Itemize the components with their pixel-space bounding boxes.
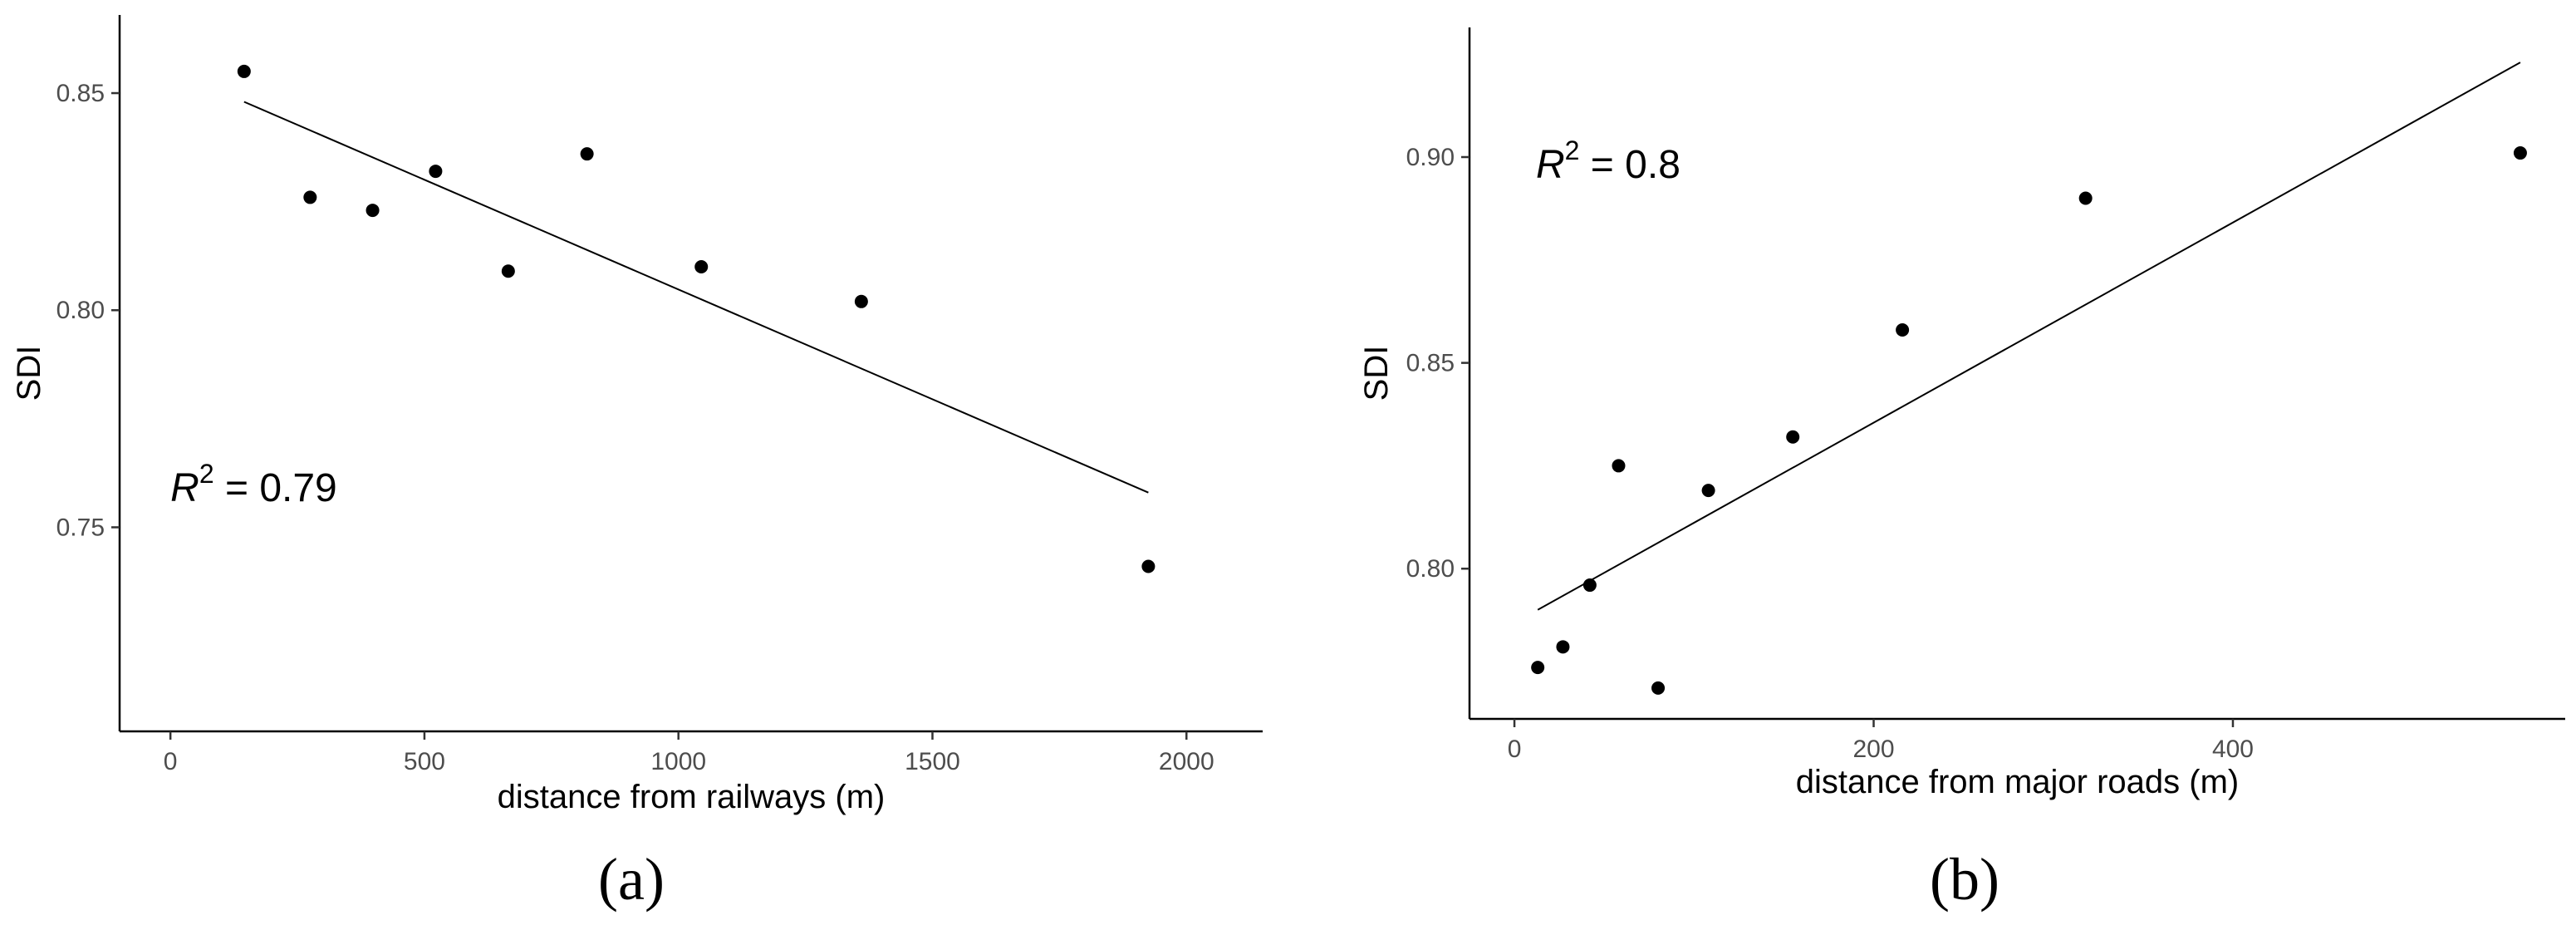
panel-a-r-squared-annotation: R2 = 0.79 [170,459,337,510]
panel-b-r-symbol: R [1536,143,1565,187]
panel-b-panel-label: (b) [1930,846,1999,913]
panel-b-data-point-1 [1531,661,1545,675]
panel-b-x-tick-label: 400 [2212,736,2254,763]
panel-b-data-point-5 [1651,681,1666,695]
panel-a-y-tick-label: 0.75 [56,514,105,541]
panel-a: 0 500 1000 1500 2000 0.75 0.80 0.85 distance fro… [11,15,1263,913]
panel-b-data-point-2 [1556,640,1570,654]
panel-a-x-tick-label: 0 [164,748,178,775]
panel-a-r-symbol: R [170,466,199,510]
panel-a-regression-line [243,101,1149,494]
panel-b-data-point-7 [1786,430,1800,444]
panel-b-y-tick-label: 0.80 [1406,555,1455,583]
panel-b-x-tick-label: 200 [1852,736,1894,763]
panel-b-y-axis-title: SDI [1358,346,1395,401]
panel-a-data-point-5 [501,264,515,278]
panel-a-data-point-6 [580,147,594,161]
panel-a-data-point-4 [429,165,443,179]
panel-a-data-point-2 [303,190,317,204]
panel-b-r-superscript: 2 [1565,135,1580,165]
panel-b-data-point-6 [1701,484,1715,498]
panel-a-x-tick-label: 500 [404,748,445,775]
panel-b-x-axis-title: distance from major roads (m) [1796,764,2239,800]
panel-a-y-tick-label: 0.80 [56,297,105,324]
panel-a-data-point-9 [1141,559,1156,573]
panel-b-r-squared-annotation: R2 = 0.8 [1536,135,1681,187]
panel-b-data-point-8 [1896,323,1910,337]
panel-a-x-tick-label: 2000 [1159,748,1214,775]
panel-b-regression-line [1537,62,2521,611]
panel-a-x-axis-title: distance from railways (m) [498,779,886,815]
panel-b-y-tick-label: 0.90 [1406,144,1455,171]
panel-b: 0 200 400 0.80 0.85 0.90 distance from major r… [1358,27,2565,913]
panel-a-panel-label: (a) [598,846,665,913]
panel-a-r-value: = 0.79 [214,466,337,510]
panel-b-data-point-9 [2078,191,2093,205]
panel-b-x-tick-label: 0 [1508,736,1522,763]
panel-a-r-superscript: 2 [199,459,214,489]
panel-b-y-tick-label: 0.85 [1406,350,1455,377]
panel-b-r-value: = 0.8 [1579,143,1680,187]
panel-a-data-point-3 [366,204,380,218]
panel-a-x-tick-label: 1000 [650,748,706,775]
panel-b-data-point-3 [1582,578,1597,593]
panel-a-y-axis-title: SDI [11,346,47,401]
panel-b-data-point-10 [2513,146,2527,160]
panel-a-x-tick-label: 1500 [905,748,960,775]
panel-b-data-point-4 [1612,459,1626,473]
panel-a-data-point-8 [854,294,868,308]
panel-a-data-point-7 [694,260,709,274]
panel-a-y-tick-label: 0.85 [56,80,105,107]
panel-a-data-point-1 [237,64,251,78]
